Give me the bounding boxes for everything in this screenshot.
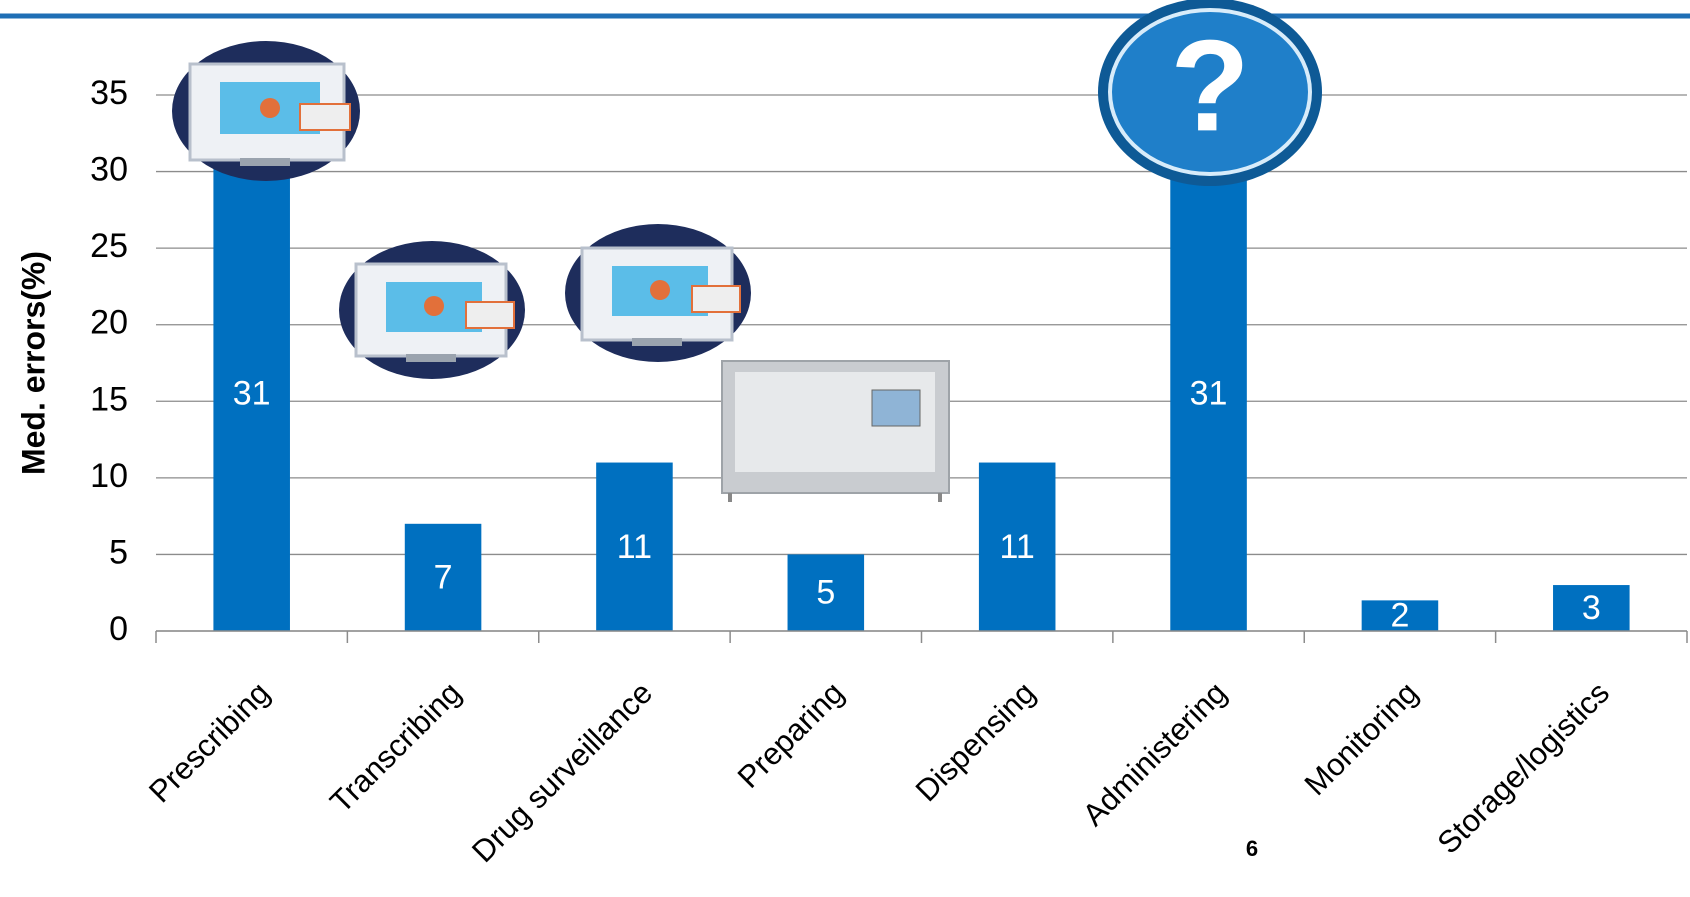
x-tick-label: Drug surveillance — [465, 675, 659, 869]
value-label: 5 — [816, 574, 835, 612]
page-number: 6 — [1246, 836, 1258, 861]
value-label: 3 — [1582, 589, 1601, 627]
bar — [1361, 600, 1439, 631]
bar — [978, 462, 1056, 631]
value-label: 11 — [617, 528, 652, 566]
y-tick-label: 15 — [90, 380, 128, 418]
svg-text:?: ? — [1170, 12, 1249, 158]
x-tick-label: Storage/logistics — [1430, 675, 1616, 861]
y-tick-label: 5 — [109, 533, 128, 571]
y-tick-label: 25 — [90, 227, 128, 265]
question-icon: ? — [1098, 0, 1322, 186]
value-label: 31 — [233, 375, 271, 413]
safety-cabinet-image — [721, 360, 950, 502]
y-tick-label: 30 — [90, 151, 128, 189]
x-tick-label: Administering — [1076, 675, 1234, 833]
bar — [787, 554, 865, 631]
bar — [1170, 156, 1247, 631]
value-label: 7 — [434, 558, 453, 596]
x-tick-label: Preparing — [731, 675, 851, 795]
computer-icon — [565, 224, 751, 362]
x-tick-label: Transcribing — [323, 675, 468, 820]
bar — [596, 462, 673, 631]
x-tick-label: Dispensing — [909, 675, 1042, 808]
x-tick-label: Monitoring — [1298, 675, 1425, 802]
bar — [213, 156, 290, 631]
computer-icon — [339, 241, 525, 379]
y-tick-label: 20 — [90, 304, 128, 342]
value-label: 2 — [1390, 597, 1409, 635]
x-tick-label: Prescribing — [142, 675, 276, 809]
y-tick-label: 10 — [90, 457, 128, 495]
icons: ? — [172, 0, 1322, 502]
bar — [1553, 585, 1630, 631]
y-tick-label: 0 — [109, 610, 128, 648]
bars: 31 7 11 5 11 31 2 3 — [213, 156, 1630, 635]
bar — [404, 523, 482, 631]
y-tick-label: 35 — [90, 74, 128, 112]
y-axis-title: Med. errors(%) — [15, 251, 51, 475]
value-label: 11 — [1000, 528, 1035, 566]
computer-icon — [172, 41, 360, 181]
value-label: 31 — [1190, 375, 1228, 413]
